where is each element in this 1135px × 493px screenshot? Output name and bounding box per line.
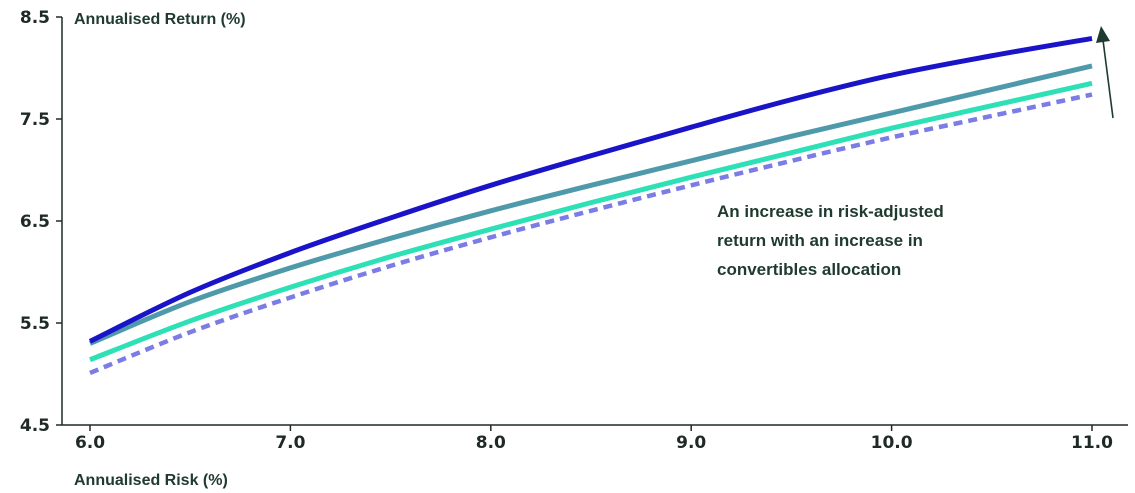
series-group: [88, 35, 1093, 376]
annotation-line-1: An increase in risk-adjusted: [717, 202, 944, 221]
series-line-1: [88, 35, 1093, 344]
x-tick-label: 11.0: [1071, 433, 1113, 453]
y-tick-label: 8.5: [20, 8, 50, 28]
annotation-line-3: convertibles allocation: [717, 260, 901, 279]
y-axis-ticks: 4.5 5.5 6.5 7.5 8.5: [20, 8, 62, 436]
x-axis-ticks: 6.0 7.0 8.0 9.0 10.0 11.0: [75, 425, 1113, 453]
series-line-4: [89, 92, 1093, 376]
annotation-arrow-shaft: [1102, 39, 1114, 119]
y-tick-label: 4.5: [20, 416, 50, 436]
annotation-arrow-head: [1096, 26, 1110, 43]
x-tick-label: 9.0: [676, 433, 706, 453]
y-tick-label: 7.5: [20, 110, 50, 130]
series-line-2: [89, 63, 1093, 346]
x-tick-label: 7.0: [275, 433, 305, 453]
y-tick-label: 6.5: [20, 212, 50, 232]
annotation: An increase in risk-adjusted return with…: [717, 26, 1114, 279]
x-tick-label: 8.0: [476, 433, 506, 453]
y-tick-label: 5.5: [20, 314, 50, 334]
x-tick-label: 10.0: [871, 433, 913, 453]
annotation-line-2: return with an increase in: [717, 231, 923, 250]
y-axis-title: Annualised Return (%): [74, 11, 246, 28]
x-axis-title: Annualised Risk (%): [74, 472, 228, 489]
series-line-3: [89, 80, 1093, 363]
x-tick-label: 6.0: [75, 433, 105, 453]
